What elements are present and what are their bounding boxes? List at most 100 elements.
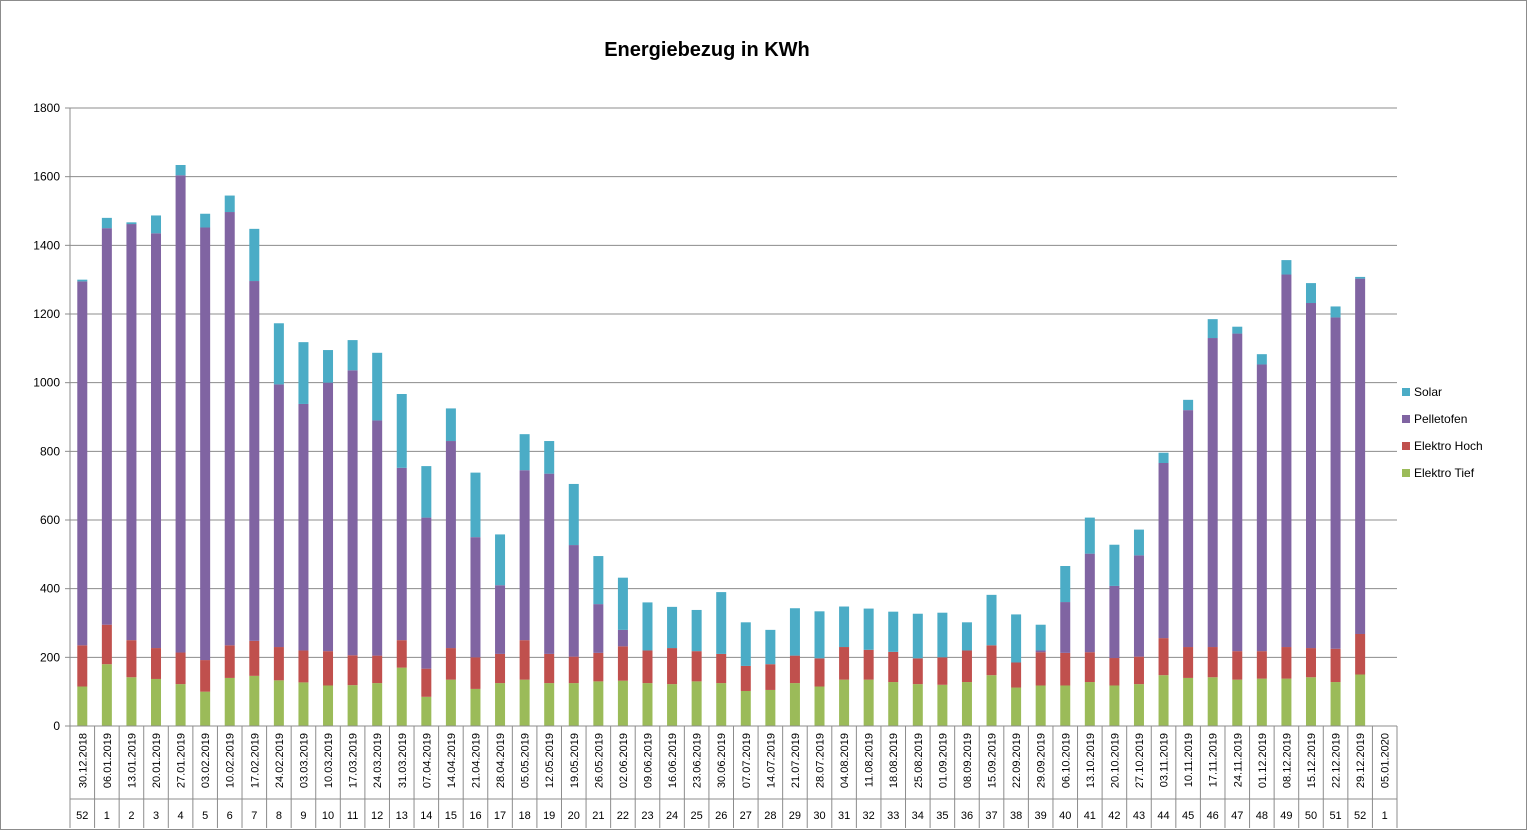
x-tick-label-week: 18 [518,810,530,822]
bar-elektro-tief [544,683,555,726]
bar-solar [544,441,555,474]
bar-elektro-hoch [789,655,800,684]
bar-elektro-hoch [1232,651,1243,680]
legend-item: Pelletofen [1402,405,1483,432]
bar-solar [421,466,432,518]
bar-elektro-hoch [1256,651,1267,679]
bar-elektro-tief [839,679,850,726]
bar-elektro-tief [1183,677,1194,726]
bar-elektro-tief [765,689,776,726]
bar-elektro-hoch [1084,652,1095,683]
bar-elektro-tief [1011,687,1022,726]
bar-elektro-tief [961,682,972,726]
bar-pelletofen [101,228,112,625]
bar-pelletofen [421,517,432,669]
y-tick-label: 1400 [33,238,60,252]
x-tick-label-week: 52 [76,810,88,822]
x-tick-label-week: 44 [1157,810,1169,822]
x-tick-label-week: 27 [740,810,752,822]
bar-solar [839,606,850,648]
bar-solar [1109,544,1120,586]
x-tick-label-week: 20 [568,810,580,822]
x-tick-label-date: 15.12.2019 [1306,733,1318,788]
bar-pelletofen [1084,553,1095,653]
x-tick-label-date: 27.10.2019 [1134,733,1146,788]
bar-pelletofen [1355,278,1366,634]
bar-elektro-tief [1084,682,1095,726]
bar-elektro-tief [175,684,186,726]
bar-elektro-hoch [1133,656,1144,685]
bar-elektro-hoch [740,665,751,691]
x-tick-label-week: 38 [1010,810,1022,822]
bar-pelletofen [1207,338,1218,648]
x-tick-label-date: 26.05.2019 [593,733,605,788]
x-tick-label-week: 6 [227,810,233,822]
x-tick-label-week: 52 [1354,810,1366,822]
x-tick-label-week: 36 [961,810,973,822]
bar-elektro-tief [396,667,407,726]
bar-elektro-hoch [1035,652,1046,686]
x-tick-label-week: 19 [543,810,555,822]
x-tick-label-week: 16 [469,810,481,822]
bar-pelletofen [593,604,604,653]
bar-elektro-tief [347,685,358,726]
bar-elektro-hoch [863,649,874,680]
bar-elektro-tief [1330,682,1341,726]
bar-elektro-hoch [372,655,383,684]
x-tick-label-date: 13.10.2019 [1085,733,1097,788]
bar-elektro-hoch [249,640,260,676]
x-tick-label-week: 12 [371,810,383,822]
bars [77,164,1366,726]
bar-elektro-tief [1281,678,1292,726]
bar-elektro-hoch [421,668,432,697]
bar-pelletofen [1281,274,1292,648]
bar-elektro-hoch [814,658,825,687]
bar-elektro-hoch [470,657,481,689]
legend-item: Elektro Hoch [1402,432,1483,459]
bar-solar [740,622,751,666]
x-tick-label-week: 51 [1329,810,1341,822]
x-tick-label-date: 01.09.2019 [937,733,949,788]
bar-solar [1183,399,1194,411]
legend: Solar Pelletofen Elektro Hoch Elektro Tief [1402,378,1483,486]
x-tick-label-date: 17.03.2019 [348,733,360,788]
x-tick-label-date: 28.07.2019 [815,733,827,788]
x-tick-label-week: 9 [300,810,306,822]
x-tick-label-date: 01.12.2019 [1257,733,1269,788]
bar-solar [691,609,702,652]
bar-pelletofen [445,441,456,649]
x-tick-label-week: 11 [347,810,358,822]
bar-solar [568,483,579,546]
bar-elektro-tief [1060,685,1071,726]
bar-pelletofen [1133,555,1144,657]
bar-elektro-hoch [273,647,284,681]
x-tick-label-week: 17 [494,810,506,822]
bar-solar [863,608,874,650]
x-tick-label-week: 32 [863,810,875,822]
bar-solar [445,408,456,442]
x-tick-label-week: 31 [838,810,850,822]
bar-pelletofen [1109,585,1120,659]
bar-elektro-hoch [1207,647,1218,678]
bar-solar [126,222,137,225]
bar-pelletofen [77,281,88,646]
legend-item: Solar [1402,378,1483,405]
bar-elektro-hoch [1060,652,1071,686]
bar-elektro-tief [298,682,309,726]
bar-elektro-tief [126,677,137,726]
bar-pelletofen [519,470,530,641]
x-tick-label-week: 45 [1182,810,1194,822]
x-tick-label-date: 10.11.2019 [1183,733,1195,787]
bar-pelletofen [372,420,383,656]
bar-solar [372,352,383,421]
bar-elektro-tief [249,675,260,726]
bar-elektro-tief [789,683,800,726]
x-tick-label-date: 10.03.2019 [323,733,335,788]
y-tick-label: 1800 [33,101,60,115]
bar-solar [519,434,530,471]
x-tick-label-date: 22.12.2019 [1331,733,1343,788]
x-tick-label-week: 30 [813,810,825,822]
bar-elektro-hoch [445,648,456,680]
bar-solar [396,393,407,468]
bar-elektro-hoch [323,651,334,686]
